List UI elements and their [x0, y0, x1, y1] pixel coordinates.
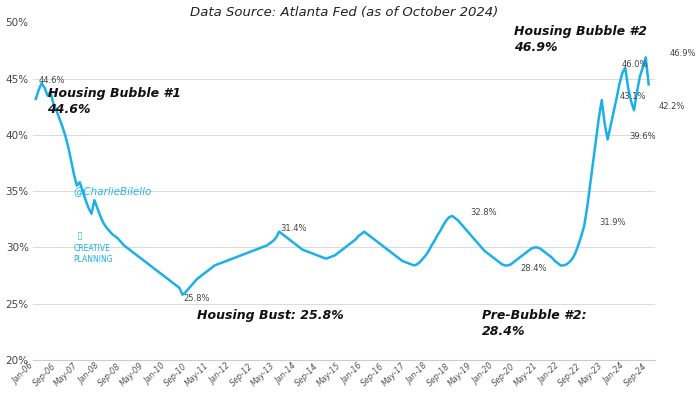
Text: 43.1%: 43.1%: [620, 92, 647, 101]
Text: Housing Bust: 25.8%: Housing Bust: 25.8%: [197, 309, 344, 322]
Text: 31.9%: 31.9%: [599, 218, 626, 227]
Text: 46.0%: 46.0%: [622, 59, 648, 69]
Text: 44.6%: 44.6%: [38, 76, 65, 85]
Text: @CharlieBilello: @CharlieBilello: [74, 186, 152, 196]
Title: Data Source: Atlanta Fed (as of October 2024): Data Source: Atlanta Fed (as of October …: [190, 6, 498, 19]
Text: 46.9%: 46.9%: [670, 50, 696, 58]
Text: 31.4%: 31.4%: [280, 224, 307, 233]
Text: 42.2%: 42.2%: [658, 102, 685, 112]
Text: 39.6%: 39.6%: [629, 132, 655, 141]
Text: Ⓒ
CREATIVE
PLANNING: Ⓒ CREATIVE PLANNING: [74, 232, 113, 264]
Text: Pre-Bubble #2:
28.4%: Pre-Bubble #2: 28.4%: [482, 309, 586, 338]
Text: 28.4%: 28.4%: [520, 264, 547, 273]
Text: Housing Bubble #1
44.6%: Housing Bubble #1 44.6%: [48, 87, 181, 115]
Text: Housing Bubble #2
46.9%: Housing Bubble #2 46.9%: [514, 25, 647, 54]
Text: 32.8%: 32.8%: [470, 208, 497, 217]
Text: 25.8%: 25.8%: [183, 294, 209, 303]
